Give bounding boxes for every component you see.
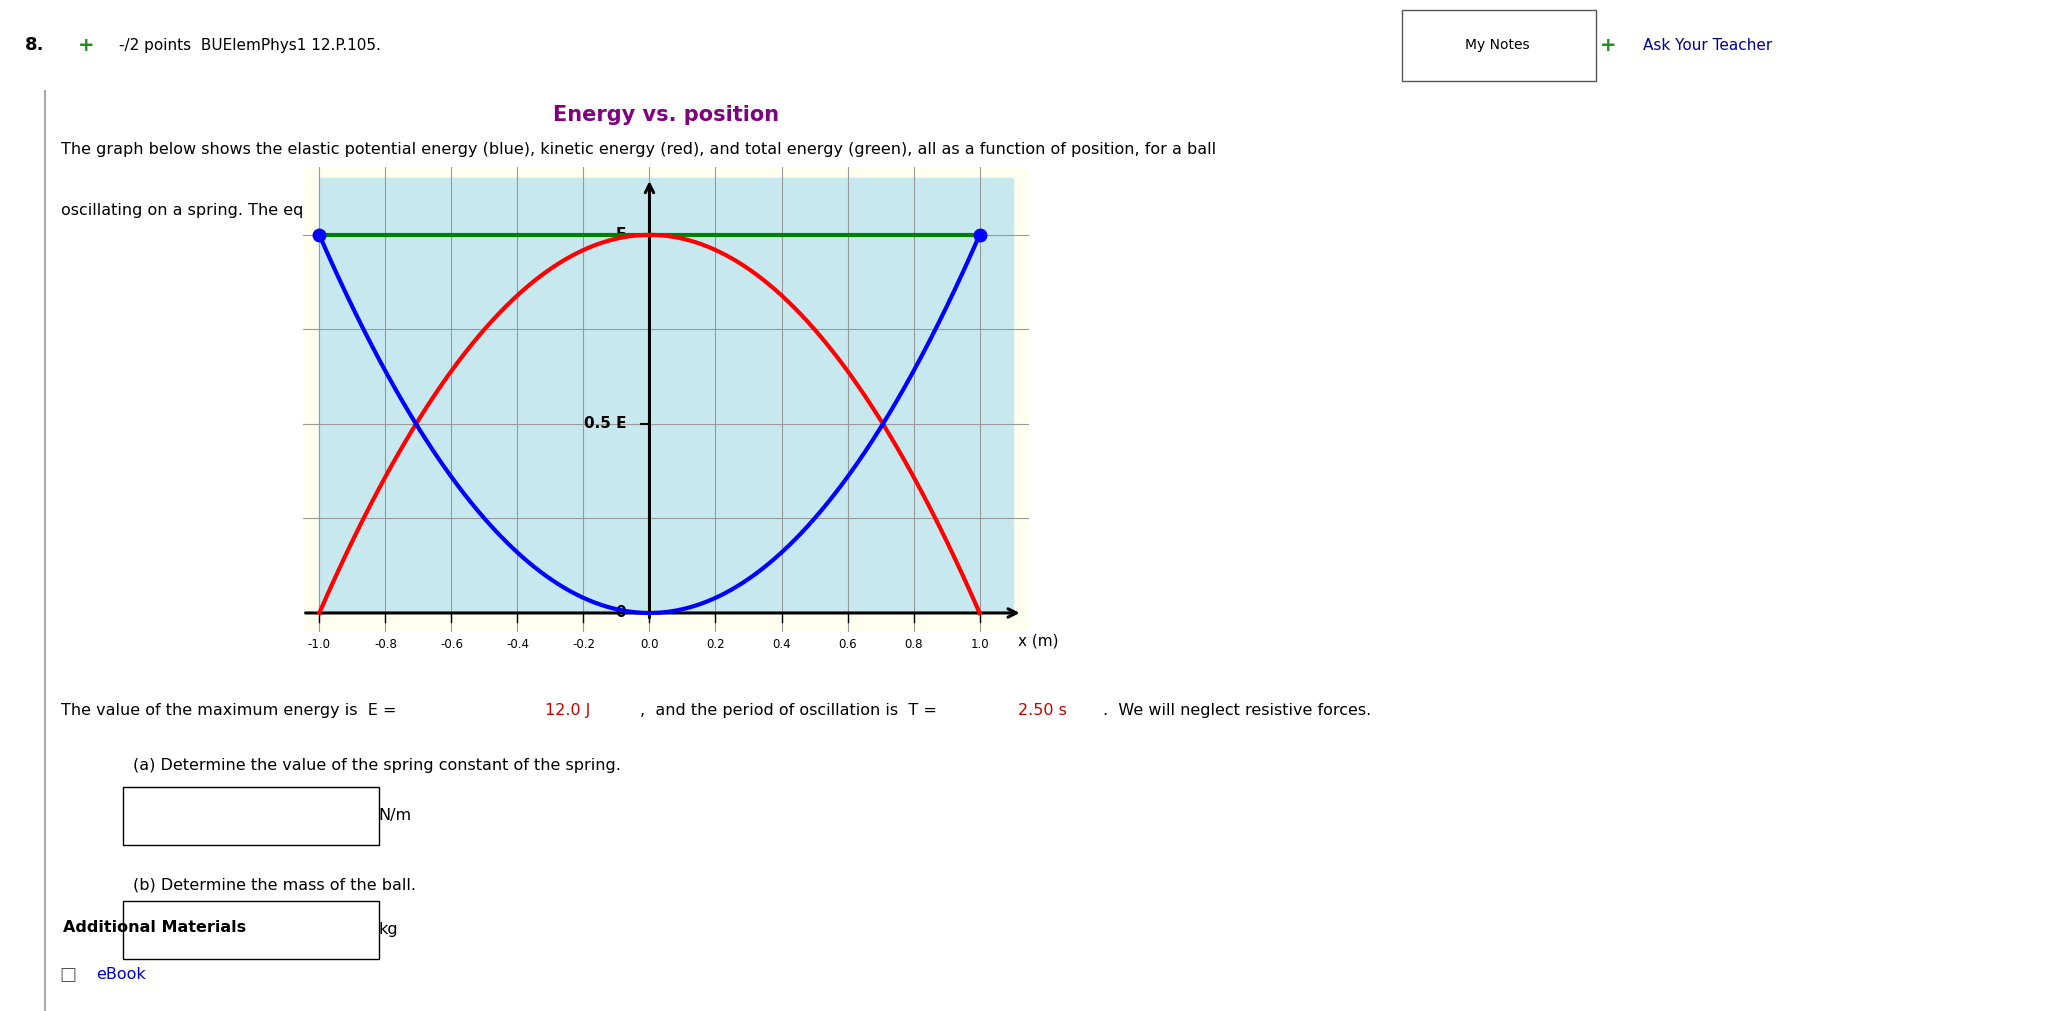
Text: Additional Materials: Additional Materials [63,920,246,934]
Text: -0.8: -0.8 [374,638,397,650]
Text: -0.2: -0.2 [573,638,595,650]
Text: 12.0 J: 12.0 J [544,703,591,718]
FancyBboxPatch shape [123,901,379,958]
Text: oscillating on a spring. The equilibrium position of the ball is  x = 0 m.: oscillating on a spring. The equilibrium… [61,203,628,218]
Text: My Notes: My Notes [1465,38,1530,53]
Text: ,  and the period of oscillation is  T =: , and the period of oscillation is T = [640,703,943,718]
Text: -0.4: -0.4 [505,638,530,650]
FancyBboxPatch shape [1402,10,1596,81]
Text: 0.2: 0.2 [706,638,724,650]
Text: x (m): x (m) [1017,634,1058,649]
Text: 1.0: 1.0 [970,638,988,650]
Text: The value of the maximum energy is  E =: The value of the maximum energy is E = [61,703,401,718]
Text: N/m: N/m [379,809,411,823]
Text: 2.50 s: 2.50 s [1019,703,1066,718]
Text: E: E [616,227,626,243]
Text: kg: kg [379,922,399,936]
Text: -/2 points  BUElemPhys1 12.P.105.: -/2 points BUElemPhys1 12.P.105. [119,38,381,53]
Text: (b) Determine the mass of the ball.: (b) Determine the mass of the ball. [133,878,415,893]
FancyBboxPatch shape [123,788,379,845]
Text: -1.0: -1.0 [307,638,331,650]
Text: 8.: 8. [25,36,45,55]
Text: Energy vs. position: Energy vs. position [552,105,780,125]
Text: eBook: eBook [96,968,145,982]
Text: 0.4: 0.4 [771,638,792,650]
Text: 0: 0 [616,606,626,621]
Text: □: □ [59,966,76,984]
Text: +: + [78,36,94,55]
Text: 0.0: 0.0 [640,638,659,650]
Text: (a) Determine the value of the spring constant of the spring.: (a) Determine the value of the spring co… [133,758,620,773]
Text: 0.5 E: 0.5 E [583,417,626,432]
Text: 0.8: 0.8 [904,638,923,650]
Text: .  We will neglect resistive forces.: . We will neglect resistive forces. [1103,703,1371,718]
Text: 0.6: 0.6 [839,638,857,650]
Text: The graph below shows the elastic potential energy (blue), kinetic energy (red),: The graph below shows the elastic potent… [61,142,1217,157]
Text: Ask Your Teacher: Ask Your Teacher [1643,38,1772,53]
Text: +: + [1600,36,1616,55]
Text: -0.6: -0.6 [440,638,462,650]
